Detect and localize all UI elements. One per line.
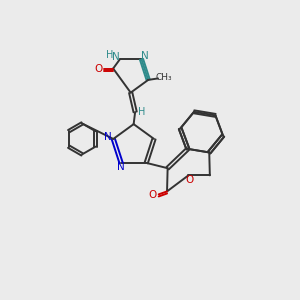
Text: CH₃: CH₃ [155, 73, 172, 82]
Text: O: O [95, 64, 103, 74]
Text: H: H [138, 107, 146, 117]
Text: N: N [112, 52, 120, 62]
Text: N: N [117, 162, 124, 172]
Text: N: N [104, 132, 112, 142]
Text: O: O [185, 176, 193, 185]
Text: N: N [141, 51, 149, 61]
Text: O: O [148, 190, 157, 200]
Text: H: H [106, 50, 114, 60]
